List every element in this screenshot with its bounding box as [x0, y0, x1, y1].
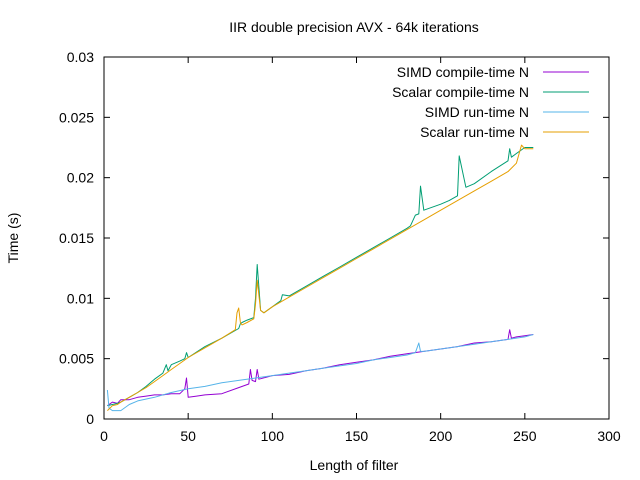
x-tick-label: 200 — [429, 428, 453, 444]
plot-frame — [103, 56, 610, 420]
plot-series — [106, 144, 534, 412]
x-tick-label: 100 — [261, 428, 285, 444]
axis-ticks: 0 50 100 150 200 250 300 0 0.005 0.01 0.015 0.02 0.0… — [59, 49, 621, 444]
x-tick-label: 250 — [513, 428, 537, 444]
y-axis-label: Time (s) — [5, 213, 21, 264]
x-tick-label: 0 — [100, 428, 108, 444]
y-tick-label: 0.025 — [59, 109, 94, 125]
series-line-1 — [107, 329, 534, 407]
legend-label-1: SIMD compile-time N — [397, 64, 529, 80]
legend: SIMD compile-time N Scalar compile-time N… — [392, 64, 589, 140]
x-tick-label: 50 — [180, 428, 196, 444]
series-line-2 — [107, 147, 534, 407]
series-line-3 — [106, 334, 534, 412]
y-tick-label: 0.02 — [67, 170, 94, 186]
chart-title: IIR double precision AVX - 64k iteration… — [229, 19, 479, 35]
legend-label-3: SIMD run-time N — [425, 104, 529, 120]
legend-label-2: Scalar compile-time N — [392, 84, 529, 100]
y-tick-label: 0 — [86, 411, 94, 427]
y-tick-label: 0.005 — [59, 351, 94, 367]
legend-label-4: Scalar run-time N — [420, 124, 529, 140]
y-tick-label: 0.01 — [67, 290, 94, 306]
x-tick-label: 150 — [345, 428, 369, 444]
x-axis-label: Length of filter — [310, 457, 399, 473]
x-tick-label: 300 — [597, 428, 621, 444]
series-line-4 — [107, 144, 534, 411]
y-tick-label: 0.03 — [67, 49, 94, 65]
y-tick-label: 0.015 — [59, 230, 94, 246]
